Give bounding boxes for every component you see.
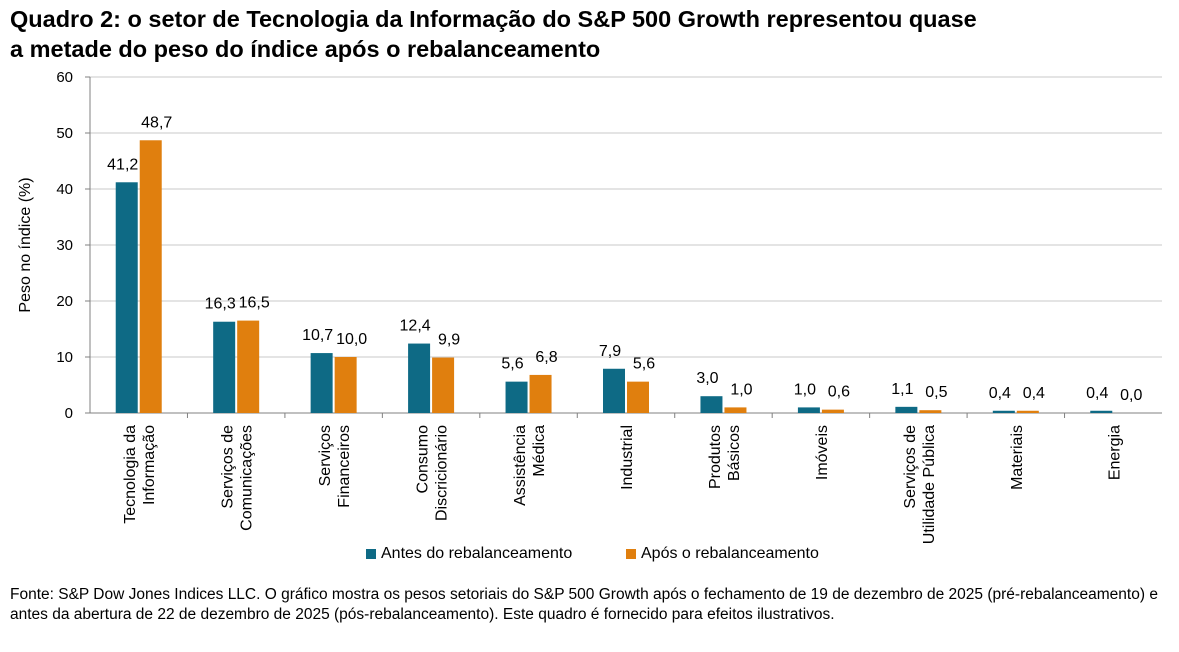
bar-after [237, 320, 260, 413]
data-label-after: 5,6 [633, 356, 655, 373]
x-tick-label: Energia [1106, 425, 1123, 480]
x-tick-label: Materiais [1009, 425, 1026, 490]
data-label-before: 0,4 [989, 385, 1011, 402]
data-label-before: 5,6 [501, 356, 523, 373]
y-tick-label: 50 [56, 125, 73, 142]
data-label-after: 0,0 [1120, 387, 1142, 404]
data-label-before: 1,1 [891, 381, 913, 398]
data-label-after: 0,6 [828, 384, 850, 401]
source-note: Fonte: S&P Dow Jones Indices LLC. O gráf… [10, 586, 1158, 623]
chart-title-line-1: Quadro 2: o setor de Tecnologia da Infor… [10, 6, 977, 32]
legend-item-after: Após o rebalanceamento [626, 545, 819, 563]
y-axis-label: Peso no índice (%) [17, 177, 34, 312]
x-tick-label: Serviços Financeiros [317, 425, 353, 508]
bar-after [821, 409, 844, 413]
data-label-before: 10,7 [302, 327, 333, 344]
x-tick-label-line: Financeiros [336, 425, 353, 508]
x-tick-label-line: Discricionário [434, 425, 451, 521]
x-tick-label-line: Informação [141, 425, 158, 505]
data-label-after: 6,8 [535, 349, 557, 366]
data-label-before: 7,9 [599, 343, 621, 360]
bar-after [919, 410, 942, 413]
y-tick-label: 20 [56, 293, 73, 310]
legend-item-before: Antes do rebalanceamento [366, 545, 572, 563]
bar-after [529, 374, 552, 413]
y-tick-label: 30 [56, 237, 73, 254]
bar-before [505, 381, 528, 413]
legend-label-before: Antes do rebalanceamento [381, 545, 573, 562]
bar-before [213, 321, 236, 413]
x-tick-label-line: Serviços de [902, 425, 919, 509]
y-tick-label: 0 [65, 405, 73, 422]
legend-label-after: Após o rebalanceamento [641, 545, 819, 562]
x-tick-label: Imóveis [814, 425, 831, 480]
x-tick-label-line: Utilidade Pública [921, 425, 938, 544]
bar-chart: 0 10 20 30 40 50 60 Peso no índice (%) 41,2 48,7 T… [17, 69, 1162, 544]
bar-after [1016, 410, 1039, 413]
bar-after [139, 140, 162, 413]
bar-before [408, 343, 431, 413]
x-tick-label: Serviços de Utilidade Pública [902, 425, 938, 544]
x-tick-label-line: Produtos [707, 425, 724, 489]
bar-before [992, 410, 1015, 413]
bar-before [115, 182, 138, 413]
bar-before [895, 406, 918, 413]
data-label-after: 1,0 [730, 381, 752, 398]
data-label-before: 12,4 [400, 318, 431, 335]
bar-before [700, 396, 723, 413]
y-tick-label: 40 [56, 181, 73, 198]
x-tick-label-line: Imóveis [814, 425, 831, 480]
data-label-before: 41,2 [107, 156, 138, 173]
x-tick-label: Tecnologia da Informação [122, 425, 158, 524]
bar-after [627, 381, 649, 413]
x-tick-label-line: Materiais [1009, 425, 1026, 490]
x-tick-label-line: Industrial [619, 425, 636, 490]
bar-before [310, 353, 333, 413]
y-tick-label: 60 [56, 69, 73, 86]
x-tick-label: Serviços de Comunicações [220, 425, 256, 531]
x-tick-label-line: Médica [531, 425, 548, 477]
bar-before [1090, 410, 1113, 413]
x-tick-label: Consumo Discricionário [415, 425, 451, 521]
bar-after [724, 407, 747, 413]
bar-before [603, 368, 625, 413]
chart-title-line-2: a metade do peso do índice após o rebala… [10, 36, 601, 62]
x-tick-label-line: Tecnologia da [122, 425, 139, 524]
legend-swatch-after [626, 549, 636, 559]
data-label-after: 48,7 [141, 114, 172, 131]
data-label-before: 3,0 [696, 370, 718, 387]
data-label-after: 9,9 [438, 332, 460, 349]
x-tick-label: Produtos Básicos [707, 425, 743, 489]
bar-after [334, 357, 357, 413]
data-label-after: 10,0 [336, 331, 367, 348]
legend-swatch-before [366, 549, 376, 559]
data-label-after: 0,5 [925, 384, 947, 401]
x-tick-label-line: Consumo [415, 425, 432, 494]
chart-title: Quadro 2: o setor de Tecnologia da Infor… [10, 4, 1170, 64]
x-tick-label-line: Assistência [512, 425, 529, 506]
data-label-before: 1,0 [794, 381, 816, 398]
data-label-after: 0,4 [1023, 385, 1045, 402]
x-tick-label: Assistência Médica [512, 425, 548, 506]
data-label-before: 0,4 [1086, 385, 1108, 402]
x-tick-label: Industrial [619, 425, 636, 490]
data-label-before: 16,3 [205, 296, 236, 313]
x-tick-label-line: Energia [1106, 425, 1123, 480]
bar-after [432, 357, 455, 413]
data-label-after: 16,5 [239, 295, 270, 312]
x-tick-label-line: Básicos [726, 425, 743, 481]
bar-before [797, 407, 820, 413]
y-tick-label: 10 [56, 349, 73, 366]
x-tick-label-line: Serviços de [220, 425, 237, 509]
chart-legend: Antes do rebalanceamento Após o rebalanc… [0, 545, 1179, 567]
x-tick-label-line: Comunicações [239, 425, 256, 531]
x-tick-label-line: Serviços [317, 425, 334, 486]
